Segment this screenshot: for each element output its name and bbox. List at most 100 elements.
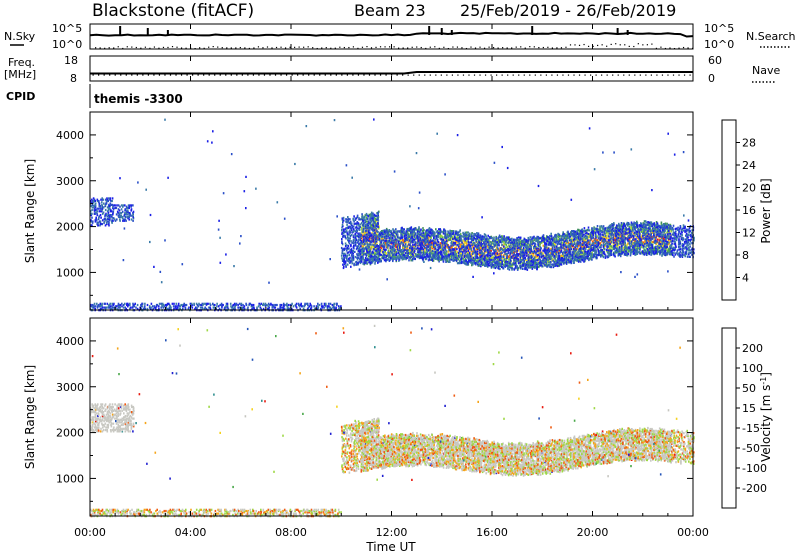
- scatter-cell: [128, 218, 130, 221]
- scatter-cell: [391, 257, 394, 260]
- scatter-cell: [449, 249, 451, 252]
- scatter-cell: [196, 307, 198, 310]
- scatter-cell: [477, 253, 480, 256]
- scatter-cell: [136, 307, 139, 310]
- scatter-cell: [588, 240, 590, 244]
- scatter-cell: [344, 260, 347, 263]
- scatter-cell: [407, 251, 409, 254]
- scatter-cell: [378, 237, 381, 240]
- nsearch-dot: [474, 47, 477, 49]
- scatter-cell: [116, 305, 118, 308]
- scatter-cell: [637, 233, 640, 236]
- scatter-cell: [448, 246, 451, 249]
- nsearch-dot: [493, 47, 495, 49]
- scatter-cell: [592, 231, 595, 234]
- scatter-cell: [507, 255, 510, 258]
- scatter-cell: [377, 218, 379, 221]
- scatter-cell: [264, 305, 267, 308]
- scatter-cell: [430, 251, 432, 254]
- scatter-cell: [343, 247, 345, 250]
- scatter-cell: [282, 303, 285, 307]
- scatter-cell: [94, 202, 97, 205]
- scatter-cell: [128, 214, 131, 217]
- scatter-cell: [372, 236, 374, 239]
- scatter-cell: [225, 302, 228, 305]
- scatter-cell: [630, 228, 633, 231]
- scatter-cell: [352, 246, 355, 249]
- scatter-cell: [114, 206, 116, 210]
- scatter-cell: [365, 260, 368, 263]
- scatter-cell: [412, 243, 414, 246]
- scatter-cell: [105, 219, 107, 222]
- scatter-cell: [546, 259, 548, 262]
- scatter-cell: [656, 238, 659, 241]
- scatter-cell: [234, 306, 236, 309]
- scatter-cell: [353, 244, 355, 247]
- scatter-cell: [99, 214, 102, 217]
- scatter-cell: [444, 258, 447, 261]
- scatter-cell: [463, 256, 466, 259]
- scatter-cell: [511, 263, 514, 266]
- nave-dot: [551, 74, 553, 76]
- scatter-cell: [395, 256, 398, 259]
- scatter-cell: [500, 253, 503, 256]
- scatter-cell: [345, 264, 347, 267]
- scatter-cell: [373, 240, 375, 243]
- scatter-cell: [430, 228, 432, 231]
- scatter-cell: [176, 305, 178, 308]
- scatter-cell: [359, 247, 361, 250]
- scatter-cell: [375, 240, 378, 243]
- scatter-cell: [465, 255, 468, 258]
- scatter-cell: [394, 248, 396, 251]
- scatter-cell: [395, 248, 397, 251]
- scatter-cell: [99, 224, 101, 227]
- scatter-cell: [591, 255, 593, 259]
- scatter-cell: [384, 248, 386, 252]
- scatter-cell: [366, 242, 368, 245]
- nave-dot: [302, 74, 304, 76]
- scatter-cell: [388, 240, 391, 243]
- scatter-cell: [447, 238, 450, 242]
- scatter-cell: [393, 244, 395, 248]
- scatter-cell: [468, 251, 471, 254]
- scatter-cell: [503, 264, 505, 267]
- scatter-cell: [417, 239, 420, 242]
- scatter-cell: [381, 244, 384, 247]
- scatter-cell: [344, 245, 347, 248]
- scatter-cell: [223, 307, 226, 310]
- scatter-cell: [351, 262, 353, 265]
- scatter-cell: [477, 238, 480, 242]
- scatter-cell: [466, 263, 468, 266]
- beam-label: Beam 23: [354, 1, 426, 20]
- nsearch-dot: [456, 46, 459, 48]
- scatter-cell: [90, 205, 92, 208]
- scatter-cell: [509, 261, 512, 264]
- scatter-cell: [462, 257, 465, 260]
- nsearch-dot: [583, 43, 585, 46]
- scatter-cell: [258, 302, 260, 305]
- scatter-cell: [370, 214, 373, 217]
- scatter-cell: [125, 219, 127, 222]
- scatter-cell: [368, 221, 370, 224]
- scatter-cell: [252, 306, 254, 309]
- scatter-cell: [370, 261, 372, 264]
- scatter-cell: [251, 307, 253, 310]
- scatter-cell: [378, 246, 381, 249]
- scatter-cell: [432, 254, 435, 257]
- scatter-cell: [341, 238, 343, 241]
- scatter-cell: [350, 240, 352, 243]
- scatter-cell: [362, 248, 364, 251]
- scatter-cell: [350, 222, 353, 225]
- scatter-cell: [367, 217, 369, 220]
- scatter-cell: [383, 243, 386, 246]
- scatter-cell: [379, 242, 382, 245]
- scatter-cell: [361, 242, 363, 245]
- scatter-cell: [354, 239, 357, 242]
- scatter-cell: [408, 229, 410, 232]
- scatter-cell: [452, 249, 455, 252]
- scatter-cell: [340, 305, 342, 308]
- scatter-cell: [446, 260, 449, 263]
- scatter-cell: [328, 305, 330, 308]
- noise-tick-left-top: 10^5: [52, 22, 82, 35]
- nsearch-dot: [307, 46, 309, 48]
